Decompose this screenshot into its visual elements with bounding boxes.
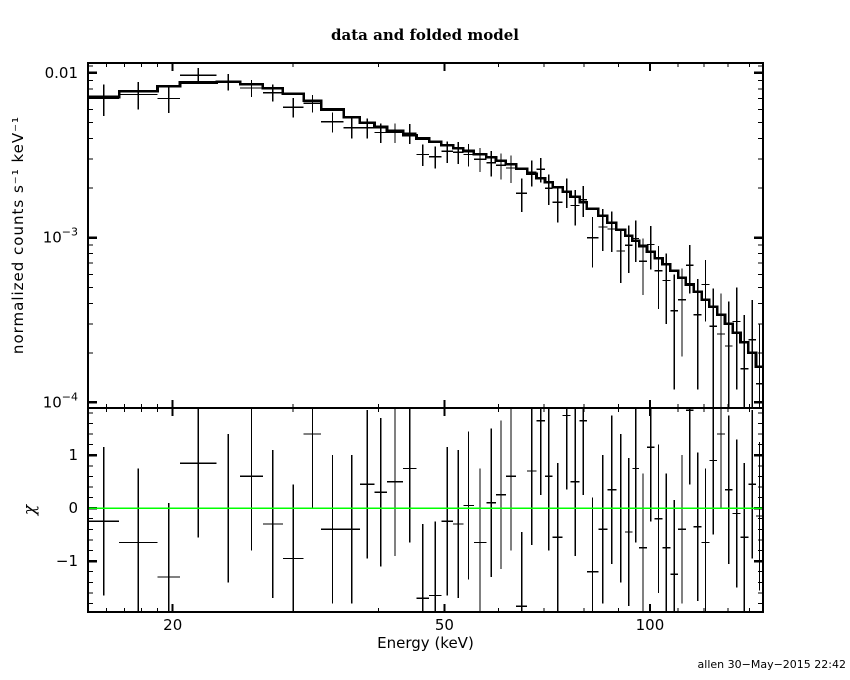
residuals-panel-frame: [87, 407, 764, 613]
residual-points: [88, 408, 763, 612]
chart-title: data and folded model: [331, 26, 519, 44]
svg-text:100: 100: [636, 616, 665, 634]
model-line: [88, 80, 763, 368]
svg-text:10−3: 10−3: [43, 226, 78, 247]
spectrum-panel-frame: [87, 62, 764, 409]
svg-text:0.01: 0.01: [45, 64, 78, 82]
svg-text:20: 20: [163, 616, 182, 634]
plot-timestamp: allen 30−May−2015 22:42: [697, 658, 846, 671]
svg-text:0: 0: [68, 499, 78, 517]
svg-text:10−4: 10−4: [43, 390, 78, 411]
tick-labels: 20 50 100 0.01 10−3 10−4 1 0 −1: [43, 64, 665, 634]
svg-text:50: 50: [435, 616, 454, 634]
svg-text:−1: −1: [56, 552, 78, 570]
svg-text:1: 1: [68, 446, 78, 464]
y-axis-label-counts: normalized counts s⁻¹ keV⁻¹: [9, 115, 27, 355]
x-axis-label: Energy (keV): [377, 634, 474, 652]
y-axis-label-chi: χ: [20, 504, 40, 516]
spectrum-data-points: [88, 67, 763, 408]
axes: [87, 62, 764, 613]
